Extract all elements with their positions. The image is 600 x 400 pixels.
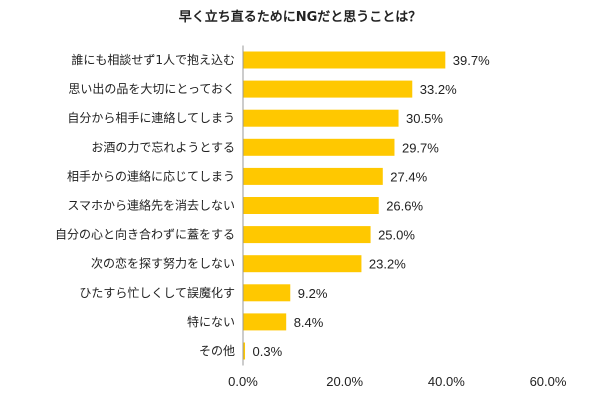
category-label: その他 <box>199 344 235 358</box>
x-tick-label: 0.0% <box>228 374 258 389</box>
value-label: 27.4% <box>390 169 427 184</box>
category-label: 自分の心と向き合わずに蓋をする <box>55 227 235 242</box>
bar <box>243 80 413 98</box>
bar <box>243 51 446 69</box>
category-label: 特にない <box>187 314 235 329</box>
value-label: 0.3% <box>253 344 283 359</box>
bar <box>243 197 379 214</box>
category-label: 誰にも相談せず1人で抱え込む <box>71 52 235 67</box>
x-tick-label: 40.0% <box>428 374 465 389</box>
bar <box>243 109 399 127</box>
x-tick-label: 60.0% <box>530 374 567 389</box>
value-label: 9.2% <box>298 286 328 301</box>
category-label: お酒の力で忘れようとする <box>91 139 235 154</box>
category-label: ひたすら忙しくして誤魔化す <box>79 285 235 300</box>
value-label: 30.5% <box>406 111 443 126</box>
value-label: 26.6% <box>386 199 423 214</box>
chart-title: 早く立ち直るためにNGだと思うことは？ <box>178 10 422 25</box>
bar <box>243 313 287 331</box>
bar <box>243 284 291 302</box>
category-label: スマホから連絡先を消去しない <box>67 198 235 213</box>
category-label: 自分から相手に連絡してしまう <box>67 110 235 125</box>
value-label: 8.4% <box>294 315 324 330</box>
value-label: 33.2% <box>420 82 457 97</box>
bar <box>243 138 395 156</box>
x-tick-label: 20.0% <box>326 374 363 389</box>
value-label: 25.0% <box>378 228 415 243</box>
bar <box>243 255 362 273</box>
value-label: 29.7% <box>402 140 439 155</box>
category-label: 次の恋を探す努力をしない <box>91 256 235 271</box>
bar <box>243 226 371 244</box>
value-label: 39.7% <box>453 53 490 68</box>
bar <box>243 342 246 360</box>
category-label: 思い出の品を大切にとっておく <box>68 82 235 96</box>
value-label: 23.2% <box>369 257 406 272</box>
category-label: 相手からの連絡に応じてしまう <box>67 168 235 183</box>
bar <box>243 167 383 185</box>
